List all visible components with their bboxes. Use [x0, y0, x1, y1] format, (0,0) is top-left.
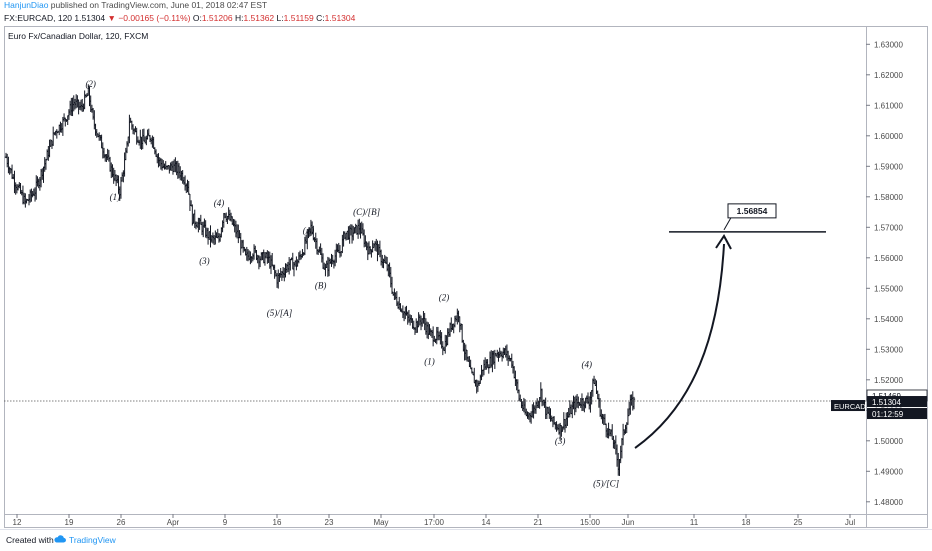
x-tick-label: 11: [690, 518, 699, 527]
projection-arrow: [634, 243, 725, 449]
publish-info: published on TradingView.com, June 01, 2…: [50, 0, 268, 10]
chart-title: Euro Fx/Canadian Dollar, 120, FXCM: [8, 31, 148, 41]
close-value: 1.51304: [324, 13, 356, 23]
wave-label: (B): [315, 280, 327, 290]
y-tick-label: 1.63000: [874, 40, 903, 49]
chart-area[interactable]: Euro Fx/Canadian Dollar, 120, FXCM 1.6300…: [4, 26, 928, 528]
created-with-text: Created with: [6, 535, 54, 545]
x-tick-label: 23: [325, 518, 334, 527]
x-tick-label: Apr: [167, 518, 180, 527]
x-tick-label: Jun: [622, 518, 635, 527]
x-tick-label: 9: [223, 518, 228, 527]
wave-label: (5)/[A]: [267, 308, 293, 318]
high-label: H:: [234, 13, 244, 23]
x-tick-label: 12: [13, 518, 22, 527]
tradingview-cloud-icon: [54, 535, 66, 543]
symbol-tag: [831, 400, 865, 412]
x-tick-label: 26: [117, 518, 126, 527]
low-value: 1.51159: [283, 13, 314, 23]
tradingview-brand[interactable]: TradingView: [69, 535, 116, 545]
x-tick-label: 18: [742, 518, 751, 527]
wave-label: (A): [303, 225, 315, 235]
wave-label: (4): [214, 198, 225, 208]
y-tick-label: 1.57000: [874, 223, 903, 232]
x-tick-label: 15:00: [580, 518, 601, 527]
y-tick-label: 1.49000: [874, 467, 903, 476]
target-box: [727, 203, 777, 219]
symbol-tag-label: EURCAD: [834, 402, 866, 411]
target-label: 1.56854: [737, 206, 768, 216]
author-link[interactable]: HanjunDiao: [4, 0, 49, 10]
ohlc-bars: [4, 84, 636, 476]
y-tick-label: 1.58000: [874, 193, 903, 202]
x-tick-label: 16: [273, 518, 282, 527]
ohlc-bar: [632, 396, 636, 410]
x-tick-label: Jul: [845, 518, 855, 527]
wave-label: (1): [424, 357, 435, 367]
y-tick-label: 1.55000: [874, 284, 903, 293]
x-tick-label: 17:00: [424, 518, 445, 527]
low-label: L:: [276, 13, 284, 23]
y-tick-label: 1.50000: [874, 437, 903, 446]
y-tick-label: 1.53000: [874, 345, 903, 354]
price-change: −0.00165 (−0.11%): [118, 13, 191, 23]
y-tick-label: 1.59000: [874, 162, 903, 171]
x-tick-label: 14: [482, 518, 491, 527]
wave-label: (1): [110, 192, 121, 202]
y-tick-label: 1.60000: [874, 132, 903, 141]
x-tick-label: 25: [794, 518, 803, 527]
wave-label: (5)/[C]: [593, 479, 620, 489]
ohlc-header: FX:EURCAD, 120 1.51304 ▼ −0.00165 (−0.11…: [4, 13, 355, 27]
wave-label: (3): [199, 256, 210, 266]
open-value: 1.51206: [201, 13, 233, 23]
wave-label: (2): [439, 293, 450, 303]
close-label: C:: [316, 13, 325, 23]
countdown-tag: [867, 408, 927, 420]
y-tick-label: 1.56000: [874, 254, 903, 263]
x-tick-label: 19: [65, 518, 74, 527]
countdown-label: 01:12:59: [872, 410, 904, 419]
x-tick-label: 21: [534, 518, 543, 527]
y-tick-label: 1.61000: [874, 101, 903, 110]
y-tick-label: 1.62000: [874, 71, 903, 80]
wave-label: (C)/[B]: [353, 207, 380, 217]
high-value: 1.51362: [243, 13, 275, 23]
wave-label: (2): [85, 79, 96, 89]
last-price: 1.51304: [74, 13, 106, 23]
publish-header: HanjunDiao published on TradingView.com,…: [4, 0, 267, 14]
y-tick-label: 1.54000: [874, 315, 903, 324]
down-arrow-icon: ▼: [107, 13, 116, 23]
price-chart[interactable]: Euro Fx/Canadian Dollar, 120, FXCM 1.6300…: [4, 26, 928, 528]
wave-label: (3): [555, 436, 566, 446]
y-tick-label: 1.48000: [874, 498, 903, 507]
y-tick-label: 1.52000: [874, 376, 903, 385]
arrow-head-icon: [715, 234, 732, 250]
open-label: O:: [192, 13, 202, 23]
last-price-tag: [867, 396, 927, 408]
symbol-label: FX:EURCAD, 120: [4, 13, 73, 23]
chart-frame: [4, 26, 928, 528]
footer: Created with TradingView: [0, 529, 932, 551]
last-price-label: 1.51304: [872, 398, 901, 407]
x-tick-label: May: [373, 518, 388, 527]
wave-label: (4): [582, 360, 593, 370]
